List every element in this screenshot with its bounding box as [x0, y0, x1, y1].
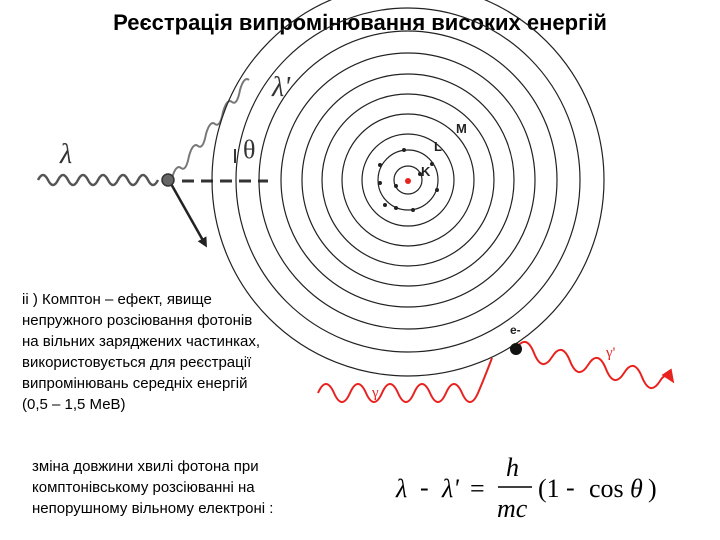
- paragraph1-line: використовується для реєстрації: [22, 354, 252, 371]
- paragraph1-line: випромінювань середніх енергій: [22, 375, 248, 392]
- paragraph1-line: (0,5 – 1,5 МеВ): [22, 396, 126, 413]
- paragraph1-line: ii ) Комптон – ефект, явище: [22, 291, 212, 308]
- incident-photon-wave: [36, 173, 160, 187]
- formula-minus-1: -: [420, 473, 429, 502]
- formula-theta: θ: [630, 474, 643, 503]
- electron-l-5: [378, 163, 382, 167]
- incident-gamma-wave: [317, 357, 493, 403]
- electron-m-1: [394, 206, 398, 210]
- nucleus: [405, 178, 411, 184]
- outer-ring-3: [301, 73, 515, 287]
- outer-ring-5: [258, 30, 558, 330]
- outer-ring-1: [341, 113, 475, 247]
- scattered-photon-wave: [171, 78, 250, 179]
- formula-denominator: mc: [497, 494, 528, 523]
- electron-l-4: [411, 208, 415, 212]
- shell-m-label: M: [456, 121, 467, 136]
- formula-cos: cos: [589, 474, 624, 503]
- electron-m-2: [383, 203, 387, 207]
- paragraph2-line: непорушному вільному електроні :: [32, 500, 274, 517]
- paragraph2-line: зміна довжини хвилі фотона при: [32, 458, 259, 475]
- formula-open: (1: [538, 474, 560, 503]
- free-electron-dot: [510, 343, 522, 355]
- outer-ring-7: [211, 0, 605, 377]
- shell-l: [377, 149, 439, 211]
- paragraph2-line: комптонівському розсіюванні на: [32, 479, 255, 496]
- gamma-in-label: γ: [371, 385, 379, 401]
- electron-l-1: [402, 148, 406, 152]
- outer-ring-6: [235, 7, 581, 353]
- shell-l-label: L: [434, 139, 442, 154]
- outer-ring-2: [321, 93, 495, 267]
- electron-k-1: [418, 172, 422, 176]
- outer-ring-4: [280, 52, 536, 308]
- electron-l-2: [430, 162, 434, 166]
- electron-k-2: [394, 184, 398, 188]
- atom-diagram: [211, 0, 605, 377]
- paragraph1-line: непружного розсіювання фотонів: [22, 312, 253, 329]
- electron-label: e-: [510, 323, 521, 337]
- formula-equals: =: [470, 474, 485, 503]
- shell-m: [361, 133, 455, 227]
- scattered-gamma-wave: [515, 341, 675, 389]
- compton-formula: λ - λ' = h mc (1 - cos θ ): [395, 453, 657, 523]
- formula-lambda: λ: [395, 474, 407, 503]
- wavelength-shift-description: зміна довжини хвилі фотона при комптонів…: [32, 456, 352, 519]
- electron-l-3: [435, 188, 439, 192]
- shell-k-label: K: [421, 164, 431, 179]
- shell-k: [393, 165, 423, 195]
- gamma-out-label: γ': [605, 345, 616, 361]
- recoil-electron-arrow: [168, 181, 207, 248]
- atom-electrons: [378, 148, 439, 212]
- electron-l-6: [378, 181, 382, 185]
- incident-wavelength-label: λ: [59, 139, 72, 170]
- angle-label: θ: [243, 135, 255, 164]
- formula-close: ): [648, 474, 657, 503]
- formula-numerator: h: [506, 453, 519, 482]
- formula-lambda-prime: λ': [441, 474, 459, 503]
- compton-description: ii ) Комптон – ефект, явище непружного р…: [22, 289, 322, 415]
- formula-minus-2: -: [566, 473, 575, 502]
- electron-dot: [161, 173, 175, 187]
- paragraph1-line: на вільних заряджених частинках,: [22, 333, 261, 350]
